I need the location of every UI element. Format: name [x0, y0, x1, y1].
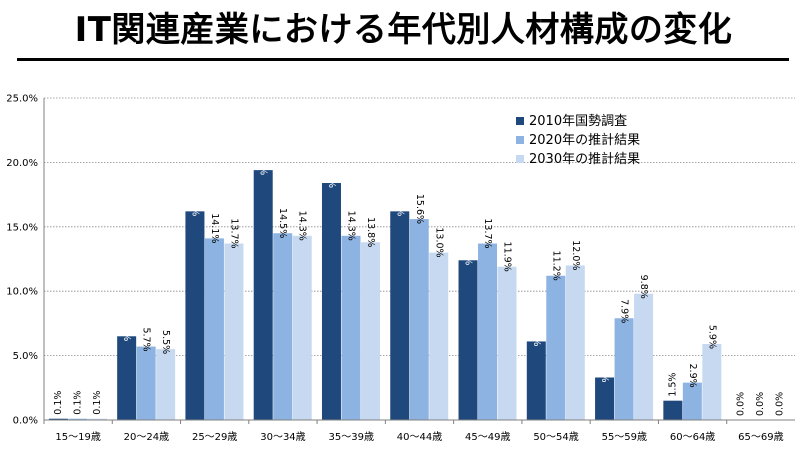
- data-label: 14.3%: [297, 211, 308, 241]
- data-label: 11.9%: [502, 242, 513, 272]
- bars: 0.1% 0.1% 0.1% 6.5% 5.7% 5.5% 16.2% 14.1% 13.7% 1…: [48, 145, 786, 420]
- bar: [185, 211, 205, 420]
- bar: [595, 377, 615, 420]
- data-label: 16.2%: [394, 186, 405, 216]
- data-label: 2.9%: [687, 364, 698, 388]
- x-tick-label: 65〜69歳: [738, 431, 783, 443]
- bar: [136, 346, 156, 420]
- bar: [565, 265, 585, 420]
- bar: [224, 243, 244, 420]
- data-label: 6.1%: [531, 322, 542, 346]
- data-label: 11.2%: [550, 251, 561, 281]
- bar: [409, 219, 429, 420]
- data-label: 13.0%: [433, 227, 444, 257]
- data-label: 13.7%: [482, 218, 493, 248]
- data-label: 9.8%: [638, 275, 649, 299]
- bar: [497, 266, 517, 420]
- legend-label: 2010年国勢調査: [529, 114, 627, 129]
- bar: [341, 235, 361, 420]
- x-tick-label: 50〜54歳: [533, 431, 578, 443]
- bar: [526, 341, 546, 420]
- bar: [117, 336, 137, 420]
- data-label: 5.9%: [706, 325, 717, 349]
- x-tick-label: 15〜19歳: [55, 431, 100, 443]
- data-label: 7.9%: [619, 299, 630, 323]
- data-label: 15.6%: [414, 194, 425, 224]
- bar: [321, 183, 341, 420]
- bar: [253, 170, 273, 420]
- data-label: 5.7%: [141, 327, 152, 351]
- bar: [273, 233, 293, 420]
- bar: [68, 418, 88, 420]
- bar: [458, 260, 478, 420]
- x-tick-label: 30〜34歳: [260, 431, 305, 443]
- bar: [478, 243, 498, 420]
- data-label: 12.4%: [463, 235, 474, 265]
- data-label: 5.5%: [160, 330, 171, 354]
- data-label: 13.8%: [365, 217, 376, 247]
- y-tick-label: 10.0%: [6, 287, 38, 298]
- bar: [663, 400, 683, 420]
- data-label: 3.3%: [599, 358, 610, 382]
- y-tick-label: 20.0%: [6, 158, 38, 169]
- bar: [156, 349, 176, 420]
- x-tick-label: 60〜64歳: [670, 431, 715, 443]
- bar: [702, 344, 722, 420]
- x-tick-label: 40〜44歳: [397, 431, 442, 443]
- y-tick-label: 25.0%: [6, 94, 38, 105]
- data-label: 0.1%: [72, 391, 83, 415]
- y-tick-label: 15.0%: [6, 222, 38, 233]
- bar: [546, 275, 566, 420]
- x-tick-label: 45〜49歳: [465, 431, 510, 443]
- data-label: 14.3%: [345, 211, 356, 241]
- x-tick-label: 20〜24歳: [124, 431, 169, 443]
- data-label: 0.0%: [775, 392, 786, 416]
- data-label: 16.2%: [189, 186, 200, 216]
- data-label: 1.5%: [667, 373, 678, 397]
- bar: [429, 252, 449, 420]
- title-underline: [17, 58, 789, 61]
- bar: [682, 382, 702, 420]
- y-tick-label: 5.0%: [13, 351, 38, 362]
- data-label: 14.1%: [209, 213, 220, 243]
- legend-swatch: [516, 136, 524, 144]
- bar: [87, 418, 107, 420]
- legend-label: 2030年の推計結果: [529, 151, 640, 167]
- data-label: 14.5%: [277, 208, 288, 238]
- data-label: 6.5%: [121, 317, 132, 341]
- legend-label: 2020年の推計結果: [529, 132, 640, 148]
- bar: [292, 235, 312, 420]
- data-label: 0.1%: [92, 391, 103, 415]
- y-axis: 0.0% 5.0% 10.0% 15.0% 20.0% 25.0%: [6, 94, 45, 427]
- x-axis: 15〜19歳 20〜24歳 25〜29歳 30〜34歳 35〜39歳 40〜44歳 45〜4…: [43, 419, 795, 443]
- data-label: 0.0%: [755, 392, 766, 416]
- data-label: 0.0%: [736, 392, 747, 416]
- data-label: 0.1%: [53, 391, 64, 415]
- data-label: 13.7%: [228, 218, 239, 248]
- data-label: 18.4%: [326, 158, 337, 188]
- legend: 2010年国勢調査 2020年の推計結果 2030年の推計結果: [516, 114, 640, 167]
- x-tick-label: 25〜29歳: [192, 431, 237, 443]
- bar: [48, 418, 68, 420]
- legend-swatch: [516, 117, 524, 125]
- bar: [390, 211, 410, 420]
- y-tick-label: 0.0%: [13, 416, 38, 427]
- data-label: 19.4%: [258, 145, 269, 175]
- chart-title: IT関連産業における年代別人材構成の変化: [74, 10, 733, 50]
- bar: [634, 293, 654, 420]
- legend-swatch: [516, 155, 524, 163]
- bar: [204, 238, 224, 420]
- x-tick-label: 55〜59歳: [602, 431, 647, 443]
- bar: [360, 242, 380, 420]
- x-tick-label: 35〜39歳: [329, 431, 374, 443]
- data-label: 12.0%: [570, 240, 581, 270]
- bar: [614, 318, 634, 420]
